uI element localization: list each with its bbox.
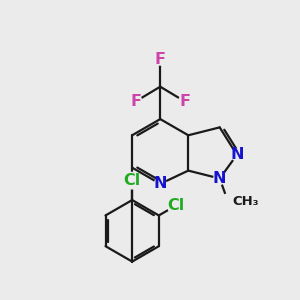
Circle shape	[214, 172, 226, 184]
Text: F: F	[155, 52, 166, 67]
Text: N: N	[230, 147, 244, 162]
Circle shape	[124, 172, 140, 189]
Text: F: F	[179, 94, 190, 109]
Circle shape	[130, 95, 142, 107]
Text: F: F	[130, 94, 141, 109]
Circle shape	[220, 194, 235, 209]
Circle shape	[231, 149, 243, 161]
Circle shape	[154, 178, 166, 190]
Text: CH₃: CH₃	[232, 195, 259, 208]
Text: Cl: Cl	[124, 173, 141, 188]
Text: N: N	[213, 171, 226, 186]
Circle shape	[154, 53, 166, 65]
Circle shape	[178, 95, 190, 107]
Text: Cl: Cl	[167, 198, 184, 213]
Circle shape	[167, 197, 184, 214]
Text: N: N	[154, 176, 167, 191]
